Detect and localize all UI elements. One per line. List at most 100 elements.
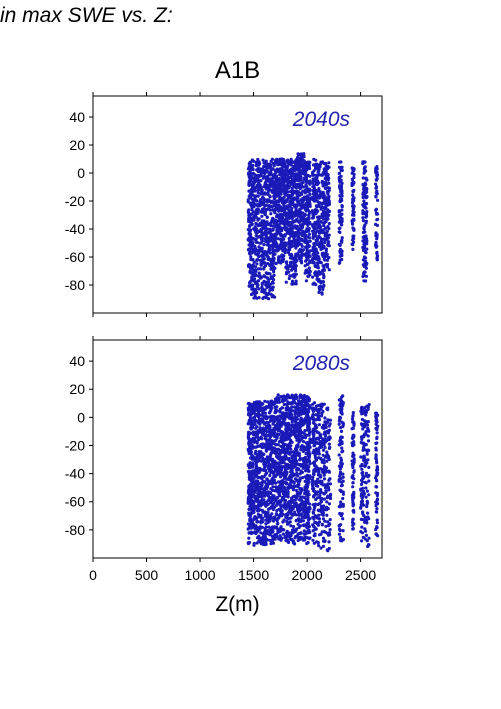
data-point [283,251,287,255]
data-point [253,451,257,455]
data-point [247,531,251,535]
data-point [249,279,253,283]
data-point [261,259,265,263]
data-point [362,270,367,274]
data-point [287,236,291,241]
data-point [303,213,307,217]
data-point [271,262,275,266]
data-point [282,195,286,199]
data-point [296,252,300,256]
data-point [365,214,369,218]
data-point [275,435,279,439]
data-point [298,169,302,173]
data-point [281,473,285,477]
data-point [284,178,288,182]
data-point [246,413,251,417]
data-point [253,194,257,198]
data-point [300,233,304,238]
data-point [296,532,300,536]
data-point [250,258,254,262]
data-point [297,241,301,245]
data-point [254,265,258,269]
data-point [290,279,295,283]
data-point [247,183,251,187]
data-point [312,495,316,499]
data-point [278,197,282,201]
data-point [254,234,258,238]
data-point [261,209,265,213]
data-point [291,230,295,234]
data-point [273,158,278,162]
data-point [306,500,310,504]
data-point [292,180,296,184]
data-point [311,192,315,196]
data-point [322,268,326,272]
data-point [294,183,298,187]
data-point [299,178,303,182]
data-point [274,222,278,226]
data-point [261,430,265,434]
data-point [273,175,277,179]
data-point [306,531,310,535]
data-point [280,157,284,161]
data-point [290,223,294,227]
data-point [255,284,259,289]
data-point [362,273,366,277]
data-point [313,443,317,447]
data-point [271,494,275,498]
data-point [304,173,308,177]
data-point [325,252,329,257]
data-point [312,261,316,265]
data-point [295,224,299,228]
data-point [316,477,320,481]
data-point [288,483,292,487]
data-point [258,221,262,225]
data-point [303,163,307,167]
data-point [264,162,268,166]
data-point [314,239,319,243]
y-tick-label: 20 [69,381,85,397]
data-point [362,194,366,198]
data-point [314,249,318,253]
data-point [361,211,365,215]
data-point [310,209,315,213]
data-point [276,214,280,218]
data-point [280,416,284,420]
data-point [246,406,250,410]
data-point [337,171,341,176]
data-point [307,505,311,510]
data-point [300,249,305,253]
data-point [255,465,259,469]
data-point [295,438,299,442]
data-point [274,184,278,188]
data-point [351,247,355,251]
data-point [288,204,292,208]
data-point [288,199,292,203]
data-point [311,432,315,436]
data-point [305,185,309,189]
y-tick-label: -60 [65,494,85,510]
data-point [296,517,301,521]
data-point [266,400,270,404]
data-point [290,402,294,406]
data-point [274,235,278,239]
data-point [268,402,273,406]
data-point [322,473,326,477]
data-point [305,230,309,234]
data-point [294,434,299,438]
data-point [250,265,254,269]
data-point [255,520,259,524]
data-point [251,432,255,436]
data-point [296,421,300,425]
data-point [267,230,271,234]
data-point [265,515,269,520]
data-point [299,503,303,507]
data-point [308,160,312,164]
data-point [260,254,265,258]
data-point [319,247,323,251]
data-point [297,513,302,517]
data-point [267,447,271,451]
data-point [251,525,255,529]
data-point [317,229,321,234]
data-point [253,197,257,201]
